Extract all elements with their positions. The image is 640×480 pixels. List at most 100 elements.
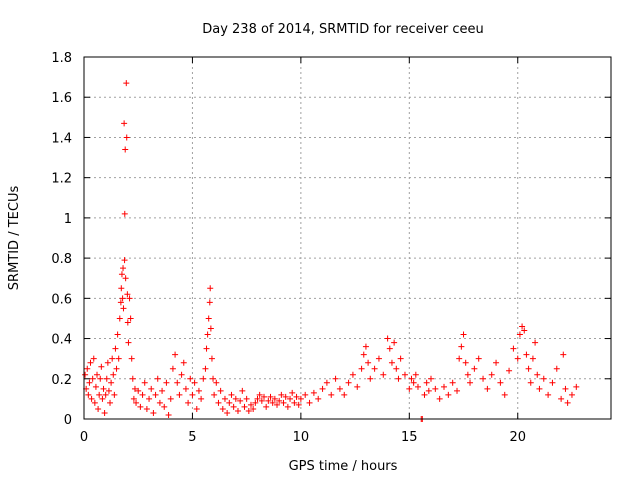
data-point xyxy=(263,403,270,410)
data-point xyxy=(203,345,210,352)
data-point xyxy=(397,355,404,362)
data-point xyxy=(278,391,285,398)
data-point xyxy=(391,339,398,346)
y-tick-label: 1.8 xyxy=(51,51,72,66)
data-point xyxy=(105,387,112,394)
data-point xyxy=(237,397,244,404)
data-point xyxy=(345,379,352,386)
data-point xyxy=(464,371,471,378)
data-point xyxy=(95,405,102,412)
data-point xyxy=(467,379,474,386)
data-point xyxy=(488,371,495,378)
data-point xyxy=(119,295,126,302)
data-point xyxy=(100,385,107,392)
data-point xyxy=(187,375,194,382)
data-point xyxy=(549,379,556,386)
data-point xyxy=(243,395,250,402)
data-point xyxy=(226,399,233,406)
data-point xyxy=(412,371,419,378)
data-point xyxy=(221,395,228,402)
data-point xyxy=(475,355,482,362)
data-point xyxy=(267,393,274,400)
data-point xyxy=(323,379,330,386)
data-point xyxy=(289,389,296,396)
data-point xyxy=(545,391,552,398)
data-point xyxy=(349,371,356,378)
data-point xyxy=(107,399,114,406)
data-point xyxy=(213,379,220,386)
data-point xyxy=(252,399,259,406)
data-point xyxy=(436,395,443,402)
data-point xyxy=(156,399,163,406)
data-point xyxy=(410,379,417,386)
chart-title: Day 238 of 2014, SRMTID for receiver cee… xyxy=(202,22,484,37)
data-point xyxy=(406,385,413,392)
data-point xyxy=(527,379,534,386)
data-point xyxy=(137,403,144,410)
data-point xyxy=(358,365,365,372)
x-tick-label: 15 xyxy=(401,430,418,445)
y-tick-label: 0.2 xyxy=(51,373,72,388)
data-point xyxy=(110,371,117,378)
data-point xyxy=(103,375,110,382)
data-point xyxy=(97,375,104,382)
data-point xyxy=(193,405,200,412)
data-point xyxy=(354,383,361,390)
data-point xyxy=(386,345,393,352)
data-point xyxy=(293,393,300,400)
data-point xyxy=(207,285,214,292)
data-point xyxy=(200,375,207,382)
data-point xyxy=(425,387,432,394)
data-point xyxy=(302,391,309,398)
data-point xyxy=(120,305,127,312)
data-point xyxy=(432,385,439,392)
data-point xyxy=(207,325,214,332)
data-point xyxy=(456,355,463,362)
data-point xyxy=(265,397,272,404)
data-point xyxy=(224,409,231,416)
data-point xyxy=(163,379,170,386)
data-point xyxy=(109,355,116,362)
data-point xyxy=(484,385,491,392)
data-point xyxy=(127,315,134,322)
data-point xyxy=(152,391,159,398)
data-point xyxy=(341,391,348,398)
data-point xyxy=(306,399,313,406)
data-point xyxy=(310,389,317,396)
data-point xyxy=(172,351,179,358)
data-point xyxy=(247,401,254,408)
data-point xyxy=(104,359,111,366)
data-point xyxy=(111,391,118,398)
data-point xyxy=(116,315,123,322)
data-point xyxy=(540,375,547,382)
data-point xyxy=(195,387,202,394)
data-point xyxy=(532,339,539,346)
x-tick-label: 20 xyxy=(509,430,526,445)
data-point xyxy=(123,80,130,87)
data-point xyxy=(291,399,298,406)
data-point xyxy=(471,365,478,372)
axis-ticks: 0 0.2 0.4 0.6 0.8 1 1.2 1.4 1.6 1.8 0 5 10 15 20 xyxy=(51,51,611,445)
data-point xyxy=(564,399,571,406)
data-point xyxy=(558,395,565,402)
data-point xyxy=(423,379,430,386)
x-tick-label: 5 xyxy=(188,430,196,445)
data-point xyxy=(568,391,575,398)
data-point xyxy=(131,385,138,392)
data-point xyxy=(102,391,109,398)
data-point xyxy=(458,343,465,350)
data-point xyxy=(414,383,421,390)
data-point xyxy=(427,375,434,382)
data-point xyxy=(204,331,211,338)
y-tick-label: 0.6 xyxy=(51,292,72,307)
data-point xyxy=(205,315,212,322)
data-point xyxy=(139,391,146,398)
y-tick-label: 0.4 xyxy=(51,333,72,348)
data-point xyxy=(371,365,378,372)
data-point xyxy=(85,391,92,398)
plot-frame xyxy=(83,56,612,420)
data-point xyxy=(274,401,281,408)
data-point xyxy=(241,403,248,410)
data-point xyxy=(514,355,521,362)
data-point xyxy=(82,371,89,378)
